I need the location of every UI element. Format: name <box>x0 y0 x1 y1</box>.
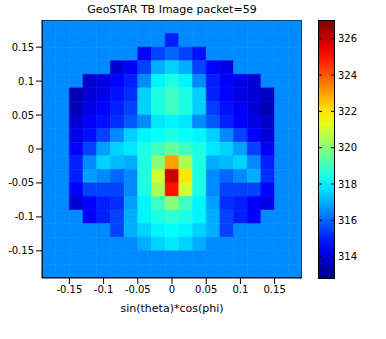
svg-text:-0.15: -0.15 <box>56 284 82 295</box>
svg-text:320: 320 <box>338 142 357 153</box>
svg-text:-0.05: -0.05 <box>8 177 34 188</box>
svg-text:318: 318 <box>338 179 357 190</box>
svg-text:0: 0 <box>28 144 34 155</box>
svg-text:-0.1: -0.1 <box>14 211 34 222</box>
svg-text:322: 322 <box>338 106 357 117</box>
svg-text:0.1: 0.1 <box>18 76 34 87</box>
svg-text:324: 324 <box>338 70 357 81</box>
svg-text:-0.1: -0.1 <box>94 284 114 295</box>
svg-text:-0.05: -0.05 <box>125 284 151 295</box>
svg-text:0.05: 0.05 <box>12 110 34 121</box>
html-text:GeoSTAR TB Image packet=59: GeoSTAR TB Image packet=59 <box>87 3 257 16</box>
svg-text:326: 326 <box>338 33 357 44</box>
svg-text:0.15: 0.15 <box>263 284 285 295</box>
svg-text:0.15: 0.15 <box>12 42 34 53</box>
svg-text:0.05: 0.05 <box>195 284 217 295</box>
svg-text:-0.15: -0.15 <box>8 245 34 256</box>
html-text:sin(theta)*cos(phi): sin(theta)*cos(phi) <box>120 302 224 315</box>
svg-text:316: 316 <box>338 215 357 226</box>
svg-text:0: 0 <box>169 284 175 295</box>
svg-text:314: 314 <box>338 251 357 262</box>
svg-text:0.1: 0.1 <box>232 284 248 295</box>
